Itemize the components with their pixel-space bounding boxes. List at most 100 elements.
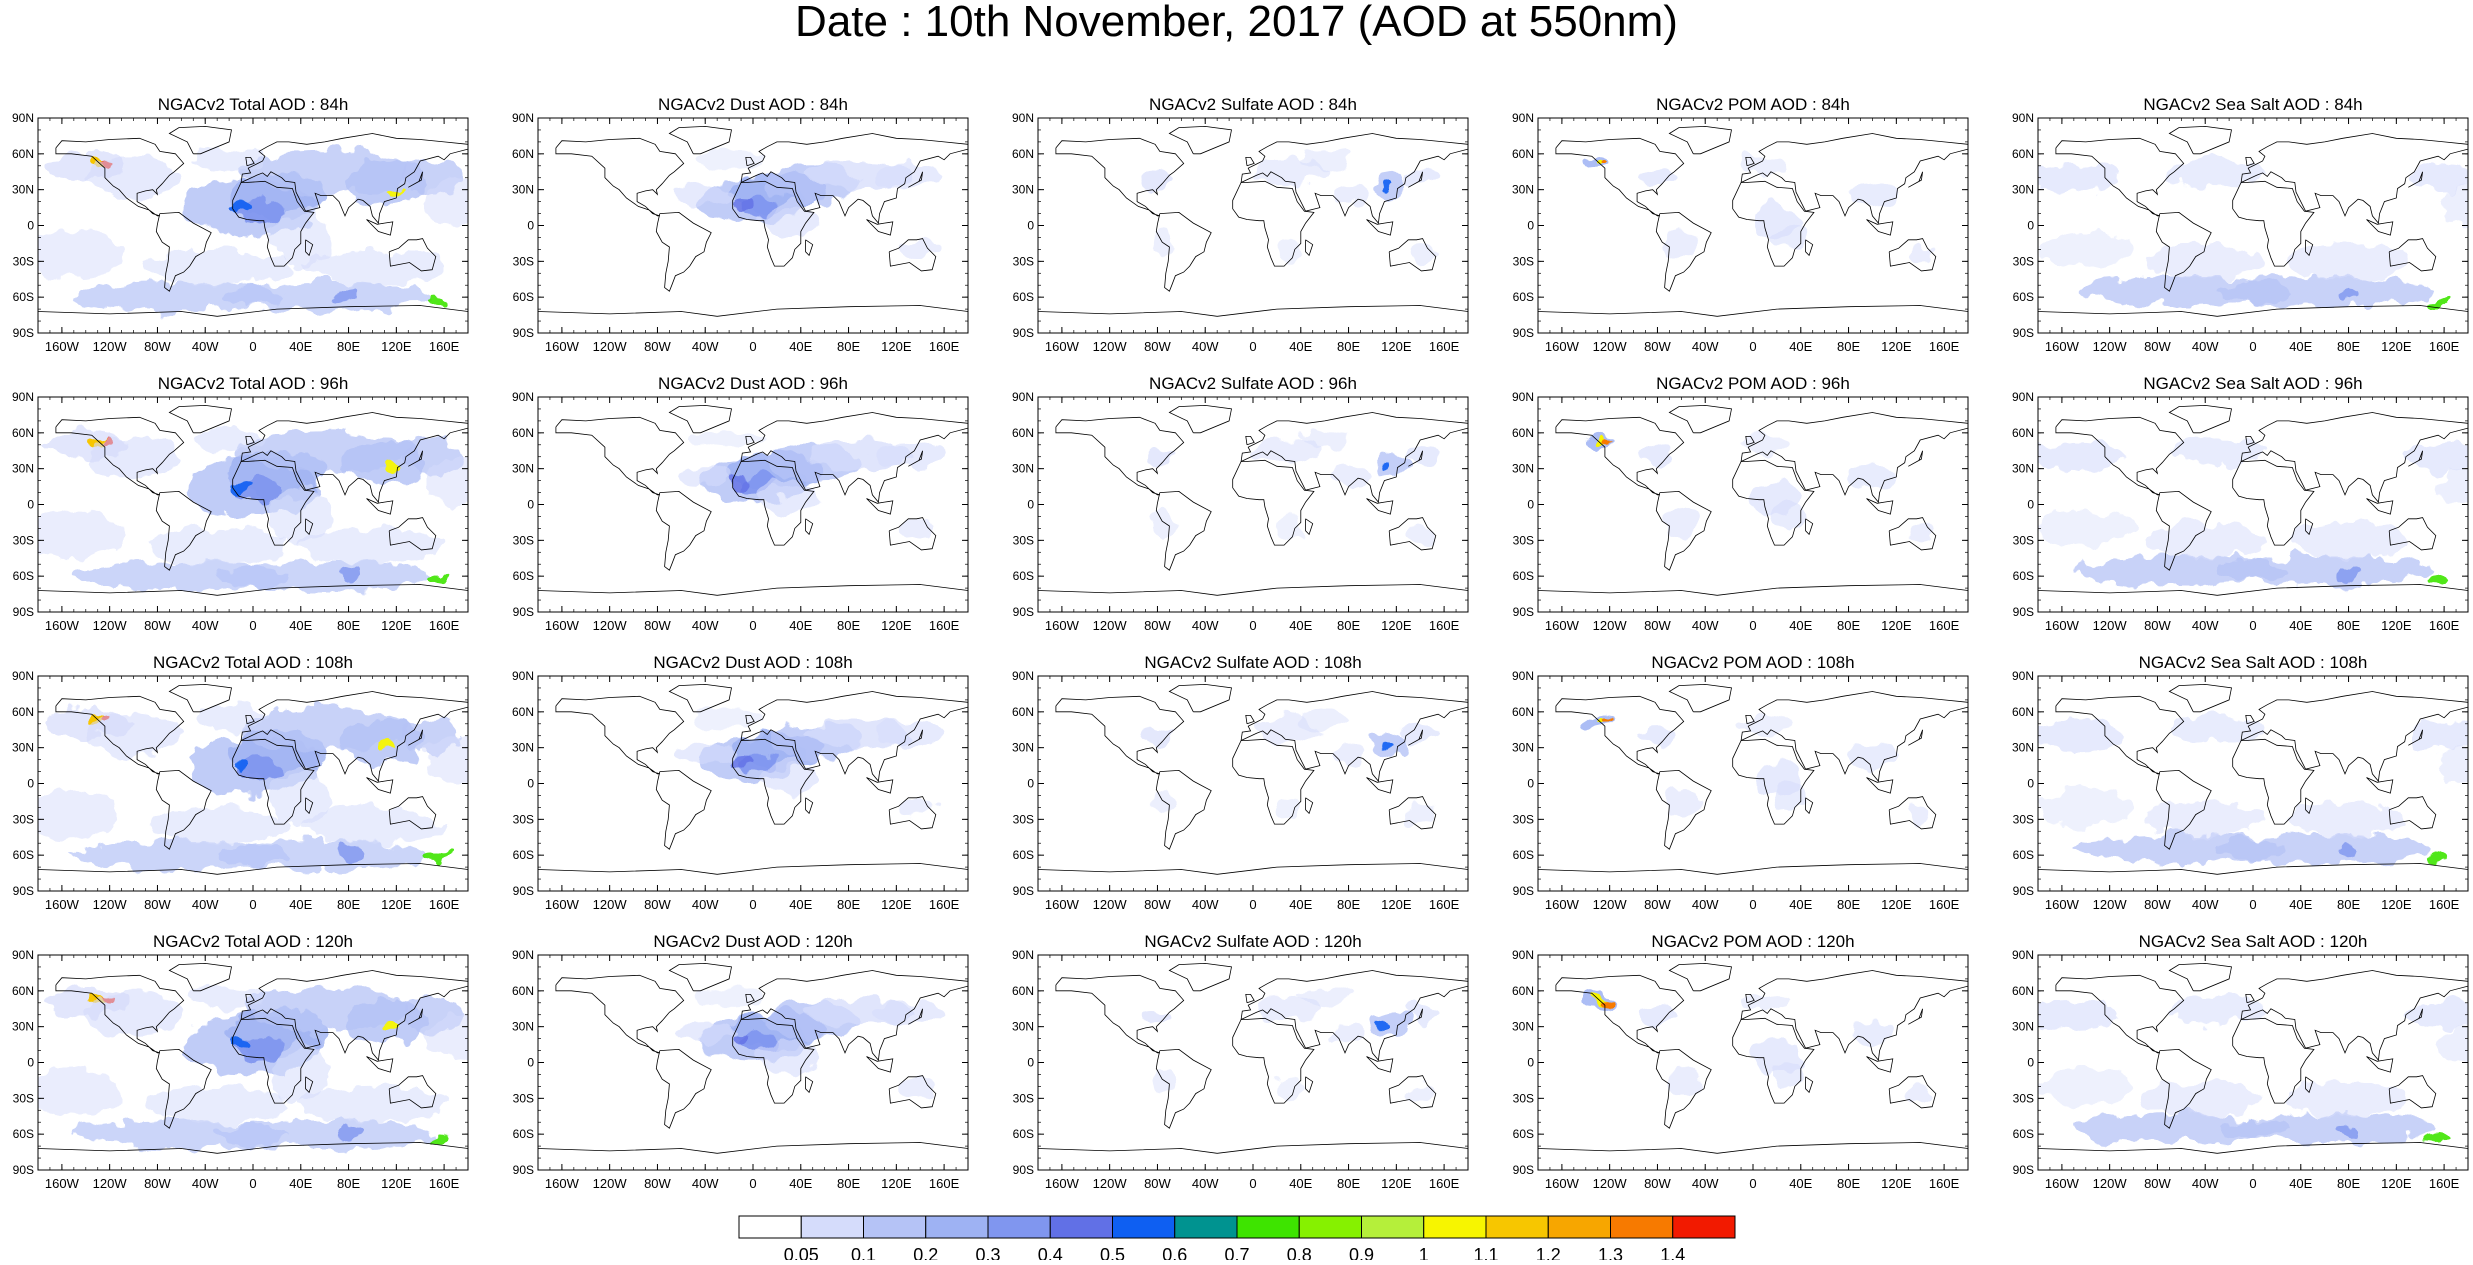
lat-tick-label: 30S [513, 533, 534, 547]
map-panel-16: NGACv2 Total AOD : 120h 160W 120W 80W 40W 0 40… [12, 932, 469, 1191]
aod-shading [675, 708, 945, 817]
lon-tick-label: 80E [837, 897, 860, 912]
lon-tick-label: 40W [192, 1176, 219, 1191]
coastlines [2038, 404, 2468, 612]
lon-tick-label: 0 [1249, 1176, 1256, 1191]
lon-tick-label: 0 [1249, 897, 1256, 912]
lat-tick-label: 30S [1513, 1091, 1534, 1105]
lat-tick-label: 30N [1012, 183, 1034, 197]
map-panel-6: NGACv2 Total AOD : 96h 160W 120W 80W 40W 0 40E… [12, 374, 469, 633]
lat-tick-label: 60N [2012, 705, 2034, 719]
lon-tick-label: 160W [2045, 618, 2080, 633]
lat-tick-label: 30N [2012, 462, 2034, 476]
lat-tick-label: 90S [1013, 605, 1034, 619]
lon-tick-label: 40E [2289, 339, 2312, 354]
lon-tick-label: 160E [1929, 1176, 1960, 1191]
coastlines [2038, 125, 2468, 333]
lon-tick-label: 40E [289, 618, 312, 633]
lon-tick-label: 120E [381, 618, 412, 633]
panel-title: NGACv2 Sulfate AOD : 120h [1144, 932, 1361, 951]
lat-tick-label: 90N [2012, 111, 2034, 125]
lon-tick-label: 120W [93, 339, 128, 354]
panel-title: NGACv2 Total AOD : 96h [158, 374, 349, 393]
lon-tick-label: 40W [2192, 1176, 2219, 1191]
lat-tick-label: 90N [2012, 390, 2034, 404]
lon-tick-label: 0 [2249, 897, 2256, 912]
lat-tick-label: 60N [2012, 147, 2034, 161]
coastlines [1038, 404, 1468, 612]
lon-tick-label: 0 [1249, 339, 1256, 354]
map-panel-3: NGACv2 Sulfate AOD : 84h 160W 120W 80W 40W 0 4… [1012, 95, 1469, 354]
lon-tick-label: 0 [749, 897, 756, 912]
aod-shading [2038, 157, 2468, 306]
lon-tick-label: 160E [1429, 897, 1460, 912]
panel-title: NGACv2 Dust AOD : 120h [653, 932, 852, 951]
lon-tick-label: 160W [45, 1176, 80, 1191]
lat-tick-label: 60N [12, 147, 34, 161]
lat-tick-label: 90S [13, 1163, 34, 1177]
map-panel-14: NGACv2 POM AOD : 108h 160W 120W 80W 40W 0 40E 8… [1512, 653, 1969, 912]
lon-tick-label: 120W [1093, 618, 1128, 633]
lon-tick-label: 80W [144, 1176, 171, 1191]
lat-tick-label: 60N [1512, 426, 1534, 440]
lat-tick-label: 30S [1013, 254, 1034, 268]
lat-tick-label: 30S [2013, 812, 2034, 826]
lon-tick-label: 80E [2337, 618, 2360, 633]
lat-tick-label: 0 [1027, 1056, 1034, 1070]
lon-tick-label: 80W [1644, 897, 1671, 912]
lat-tick-label: 0 [2027, 498, 2034, 512]
aod-shading [1143, 429, 1439, 544]
lon-tick-label: 40E [789, 618, 812, 633]
lon-tick-label: 40W [1692, 897, 1719, 912]
lon-tick-label: 0 [1749, 1176, 1756, 1191]
lat-tick-label: 60S [1013, 848, 1034, 862]
map-panel-13: NGACv2 Sulfate AOD : 108h 160W 120W 80W 40W 0… [1012, 653, 1469, 912]
lon-tick-label: 120W [1093, 897, 1128, 912]
lon-tick-label: 40W [692, 1176, 719, 1191]
lat-tick-label: 30N [12, 462, 34, 476]
coastlines [38, 125, 468, 333]
map-panel-2: NGACv2 Dust AOD : 84h 160W 120W 80W 40W 0 40E 8… [512, 95, 969, 354]
lat-tick-label: 0 [2027, 219, 2034, 233]
lat-tick-label: 30N [1512, 1020, 1534, 1034]
lon-tick-label: 160W [545, 618, 580, 633]
lon-tick-label: 80W [1144, 897, 1171, 912]
coastlines [1538, 404, 1968, 612]
lat-tick-label: 90N [512, 390, 534, 404]
lon-tick-label: 120E [881, 618, 912, 633]
aod-shading [38, 426, 468, 591]
coastlines [1038, 125, 1468, 333]
lon-tick-label: 0 [2249, 339, 2256, 354]
lon-tick-label: 40E [1789, 339, 1812, 354]
lat-tick-label: 30S [1013, 812, 1034, 826]
lat-tick-label: 30S [13, 254, 34, 268]
lon-tick-label: 40E [1289, 618, 1312, 633]
lon-tick-label: 160E [1929, 897, 1960, 912]
lon-tick-label: 80W [1644, 1176, 1671, 1191]
lon-tick-label: 120E [1381, 618, 1412, 633]
lat-tick-label: 60S [513, 1127, 534, 1141]
lon-tick-label: 120E [2381, 897, 2412, 912]
aod-shading [2038, 715, 2468, 864]
lon-tick-label: 160E [1929, 618, 1960, 633]
lat-tick-label: 30N [12, 183, 34, 197]
lon-tick-label: 80E [1337, 339, 1360, 354]
lon-tick-label: 40W [192, 618, 219, 633]
lon-tick-label: 40W [1192, 618, 1219, 633]
lat-tick-label: 0 [1027, 498, 1034, 512]
map-frame [537, 117, 969, 334]
lon-tick-label: 120W [1593, 897, 1628, 912]
coastlines [538, 404, 968, 612]
lon-tick-label: 0 [2249, 618, 2256, 633]
lon-tick-label: 160W [2045, 897, 2080, 912]
lat-tick-label: 60S [513, 290, 534, 304]
lon-tick-label: 80W [144, 897, 171, 912]
lat-tick-label: 0 [527, 777, 534, 791]
lat-tick-label: 30S [1513, 533, 1534, 547]
lon-tick-label: 80W [1144, 1176, 1171, 1191]
panel-title: NGACv2 Dust AOD : 96h [658, 374, 848, 393]
lat-tick-label: 60S [513, 569, 534, 583]
lat-tick-label: 60S [513, 848, 534, 862]
lat-tick-label: 90N [512, 111, 534, 125]
